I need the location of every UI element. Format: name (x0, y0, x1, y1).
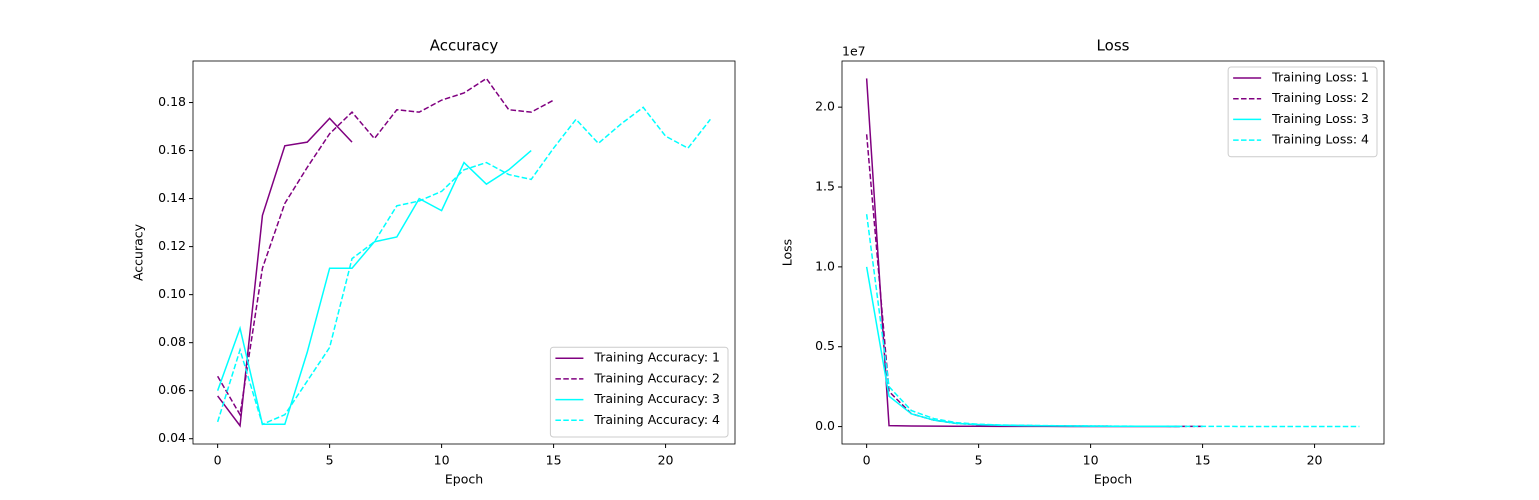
subplot: Accuracy Epoch Accuracy 0 5 10 15 20 0.04 0.06 0.0… (131, 37, 736, 487)
series-line (216, 106, 711, 426)
x-tick-label: 20 (1307, 453, 1323, 468)
y-offset-label: 1e7 (842, 44, 866, 59)
legend-label: Training Accuracy: 1 (593, 350, 720, 365)
legend-label: Training Loss: 3 (1271, 111, 1369, 126)
legend-label: Training Accuracy: 3 (593, 391, 720, 406)
y-tick-label: 0.08 (158, 334, 186, 349)
x-tick-label: 20 (658, 453, 674, 468)
legend-label: Training Loss: 2 (1271, 90, 1369, 105)
x-tick-label: 0 (214, 453, 222, 468)
x-tick-label: 10 (434, 453, 450, 468)
legend-box (549, 346, 729, 438)
legend: Training Accuracy: 1 Training Accuracy: 2… (549, 346, 729, 438)
series-line (217, 117, 353, 428)
y-tick-label: 0.10 (158, 286, 186, 301)
y-tick-label: 2.0 (815, 99, 835, 114)
y-tick-label: 0.5 (815, 338, 835, 353)
series-line (216, 150, 532, 426)
x-tick-label: 0 (863, 453, 871, 468)
chart-title: Loss (1097, 37, 1130, 55)
x-tick-label: 5 (326, 453, 334, 468)
y-axis-label: Accuracy (131, 223, 146, 281)
x-tick-label: 5 (975, 453, 983, 468)
series-line (865, 214, 1360, 428)
y-tick-label: 1.5 (815, 179, 835, 194)
y-tick-label: 0.0 (815, 418, 835, 433)
x-axis-label: Epoch (1094, 472, 1132, 487)
legend-label: Training Loss: 4 (1271, 132, 1369, 147)
y-tick-label: 0.18 (158, 94, 186, 109)
series-line (216, 77, 554, 417)
y-axis-label: Loss (780, 239, 795, 266)
series-line (865, 266, 1181, 428)
x-tick-label: 15 (1195, 453, 1211, 468)
y-tick-label: 1.0 (815, 258, 835, 273)
legend-label: Training Accuracy: 2 (593, 370, 720, 385)
x-tick-label: 15 (546, 453, 562, 468)
y-tick-label: 0.06 (158, 382, 186, 397)
series-line (865, 134, 1203, 428)
subplot: Loss Epoch Loss 1e7 0 5 10 15 20 0.0 0.5 1.0 1.5 2.0 T… (780, 37, 1385, 487)
x-tick-label: 10 (1083, 453, 1099, 468)
x-axis-label: Epoch (445, 472, 483, 487)
legend-label: Training Loss: 1 (1271, 70, 1369, 85)
axes-frame (841, 60, 1385, 445)
legend: Training Loss: 1 Training Loss: 2 Training… (1227, 66, 1378, 158)
y-tick-label: 0.12 (158, 238, 186, 253)
chart-title: Accuracy (430, 37, 499, 55)
y-tick-label: 0.16 (158, 142, 186, 157)
axes-frame (192, 60, 736, 445)
legend-box (1227, 66, 1378, 158)
y-tick-label: 0.14 (158, 190, 186, 205)
y-tick-label: 0.04 (158, 430, 186, 445)
series-line (865, 78, 1181, 428)
legend-label: Training Accuracy: 4 (593, 412, 720, 427)
